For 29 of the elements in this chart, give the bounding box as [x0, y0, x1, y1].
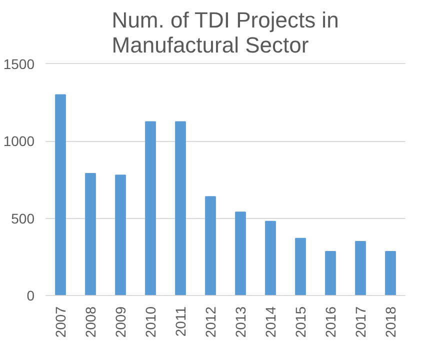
x-tick-label: 2012: [202, 306, 218, 338]
bar: [325, 250, 336, 296]
x-tick-label: 2011: [172, 306, 188, 337]
bar: [265, 220, 276, 296]
bar: [295, 238, 306, 296]
x-tick-label: 2015: [292, 306, 308, 338]
y-tick-label: 1500: [3, 56, 35, 72]
x-tick-label: 2007: [52, 306, 68, 338]
bar: [85, 173, 96, 296]
y-tick-label: 500: [11, 210, 35, 226]
x-tick-label: 2017: [352, 306, 368, 338]
bar: [115, 174, 126, 296]
bar: [55, 94, 66, 296]
x-tick-label: 2018: [382, 306, 398, 338]
bar: [175, 121, 186, 296]
x-tick-label: 2014: [262, 306, 278, 338]
x-tick-label: 2009: [112, 306, 128, 338]
y-tick-label: 1000: [3, 133, 35, 150]
bar: [355, 240, 366, 296]
bar: [385, 250, 396, 296]
y-tick-label: 0: [26, 288, 35, 304]
x-tick-label: 2013: [232, 306, 248, 338]
bar: [205, 196, 216, 296]
chart-title: Num. of TDI Projects in Manufactural Sector: [112, 8, 339, 58]
x-tick-label: 2008: [82, 306, 98, 338]
x-tick-label: 2010: [142, 306, 158, 338]
x-tick-label: 2016: [322, 306, 338, 338]
bar: [235, 212, 246, 296]
bar: [145, 121, 156, 296]
